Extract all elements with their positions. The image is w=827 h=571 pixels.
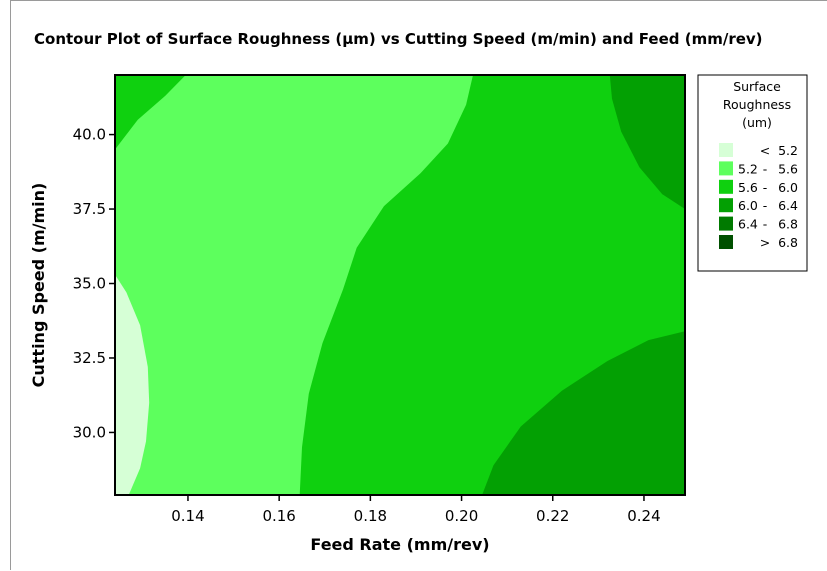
legend-range-high: 6.8 <box>778 217 798 232</box>
legend-swatch <box>719 216 733 231</box>
legend-range-high: 6.0 <box>778 180 798 195</box>
x-tick-label: 0.14 <box>171 507 204 525</box>
x-axis-label: Feed Rate (mm/rev) <box>310 535 489 554</box>
contour-region-1 <box>115 274 150 495</box>
legend-swatch <box>719 179 733 194</box>
chart-frame: Contour Plot of Surface Roughness (µm) v… <box>10 0 827 570</box>
legend-range-low: 5.2 <box>738 161 758 176</box>
y-tick-label: 32.5 <box>73 349 106 367</box>
x-axis: 0.14 0.16 0.18 0.20 0.22 0.24 <box>171 495 661 525</box>
legend-range-high: 6.4 <box>778 198 798 213</box>
y-tick-label: 37.5 <box>73 200 106 218</box>
contour-region-4 <box>482 331 685 495</box>
chart-title: Contour Plot of Surface Roughness (µm) v… <box>34 30 763 48</box>
legend-swatch <box>719 161 733 176</box>
y-axis-label: Cutting Speed (m/min) <box>29 183 48 388</box>
legend-range-dash: - <box>763 180 768 195</box>
legend-range-op: > <box>760 235 770 250</box>
x-tick-label: 0.22 <box>536 507 569 525</box>
contour-chart: Contour Plot of Surface Roughness (µm) v… <box>29 30 808 554</box>
legend-box <box>697 74 808 272</box>
legend-title-line: (um) <box>742 115 772 130</box>
x-tick-label: 0.18 <box>354 507 387 525</box>
x-tick-label: 0.20 <box>445 507 478 525</box>
legend-range-low: 6.4 <box>738 217 758 232</box>
legend-title-line: Surface <box>733 79 781 94</box>
legend-range-op: < <box>760 143 770 158</box>
legend-range-high: 5.6 <box>778 161 798 176</box>
legend-title: Surface Roughness (um) <box>723 79 791 130</box>
plot-border <box>114 74 686 496</box>
legend-swatch <box>719 235 733 249</box>
legend-range-dash: - <box>763 161 768 176</box>
y-tick-label: 30.0 <box>73 423 106 441</box>
x-tick-label: 0.24 <box>627 507 660 525</box>
legend-swatch <box>719 198 733 213</box>
y-tick-label: 40.0 <box>73 126 106 144</box>
legend-range-low: 5.6 <box>738 180 758 195</box>
legend-range-dash: - <box>763 198 768 213</box>
x-tick-label: 0.16 <box>262 507 295 525</box>
y-axis: 30.0 32.5 35.0 37.5 40.0 <box>73 126 115 441</box>
contour-region-5 <box>609 75 685 209</box>
plot-area: 0.14 0.16 0.18 0.20 0.22 0.24 30.0 32.5 35.0 37.… <box>73 74 686 525</box>
contour-region-3 <box>115 75 186 150</box>
legend-range-low: 6.0 <box>738 198 758 213</box>
legend-title-line: Roughness <box>723 97 791 112</box>
legend-range-high: 5.2 <box>778 143 798 158</box>
legend-items: <5.25.2-5.65.6-6.06.0-6.46.4-6.8> 6.8 <box>719 143 798 250</box>
legend-range-high: 6.8 <box>778 235 798 250</box>
y-tick-label: 35.0 <box>73 275 106 293</box>
contour-regions <box>115 75 685 495</box>
legend-range-dash: - <box>763 217 768 232</box>
legend-swatch <box>719 143 733 157</box>
